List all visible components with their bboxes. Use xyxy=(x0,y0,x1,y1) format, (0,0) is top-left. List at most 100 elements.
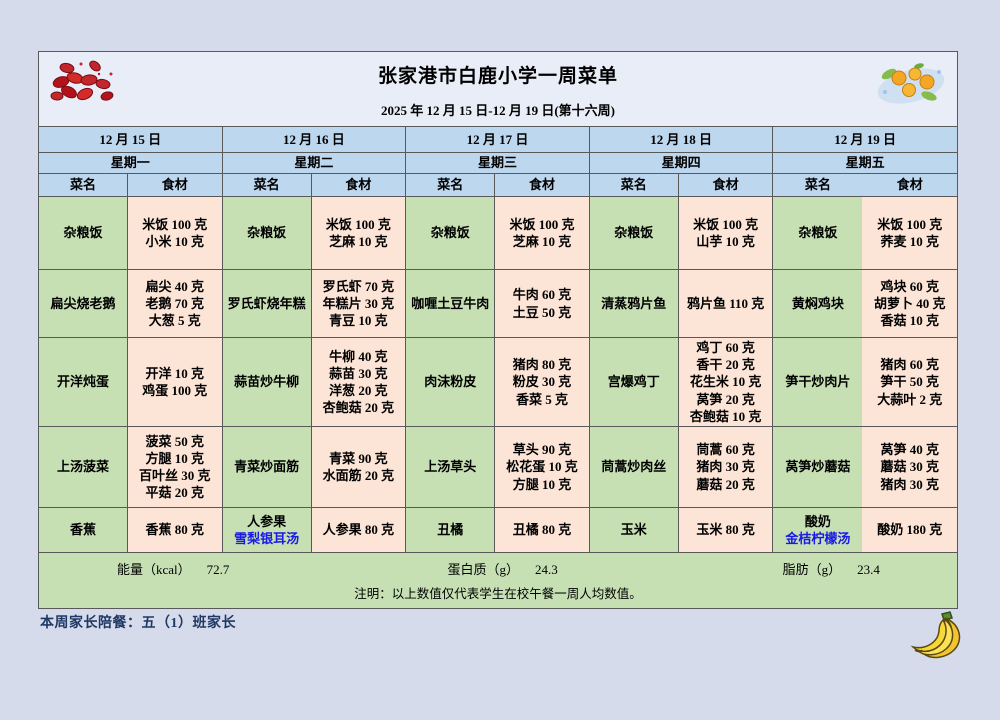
fat-value: 23.4 xyxy=(857,562,880,577)
ingredients-header-cell: 食材 xyxy=(495,173,590,196)
ingredients-cell: 鸡丁 60 克 香干 20 克 花生米 10 克 莴笋 20 克 杏鲍菇 10 … xyxy=(678,337,774,426)
date-cell: 12 月 15 日 xyxy=(39,126,223,152)
day-column-friday: 12 月 19 日 星期五 菜名 食材 杂粮饭 米饭 100 克 荞麦 10 克… xyxy=(773,126,957,552)
dish-cell: 罗氏虾烧年糕 xyxy=(222,269,312,337)
energy-stat: 能量（kcal） 72.7 xyxy=(117,559,229,578)
dish-cell: 杂粮饭 xyxy=(589,196,679,269)
dish-cell: 上汤菠菜 xyxy=(39,426,129,507)
dish-cell: 杂粮饭 xyxy=(222,196,312,269)
dish-cell: 莴笋炒蘑菇 xyxy=(773,426,863,507)
dish-header-cell: 菜名 xyxy=(773,173,863,196)
fat-label: 脂肪（g） xyxy=(782,562,842,577)
dish-cell: 香蕉 xyxy=(39,507,129,552)
date-cell: 12 月 19 日 xyxy=(773,126,957,152)
dish-header-cell: 菜名 xyxy=(406,173,496,196)
dish-extra-name: 雪梨银耳汤 xyxy=(234,531,300,546)
ingredients-cell: 香蕉 80 克 xyxy=(128,507,223,552)
ingredients-cell: 罗氏虾 70 克 年糕片 30 克 青豆 10 克 xyxy=(311,269,407,337)
protein-stat: 蛋白质（g） 24.3 xyxy=(448,559,558,578)
citrus-splash-image xyxy=(877,63,945,104)
dish-header-cell: 菜名 xyxy=(39,173,129,196)
ingredients-cell: 米饭 100 克 小米 10 克 xyxy=(128,196,223,269)
ingredients-header-cell: 食材 xyxy=(862,173,957,196)
dish-name: 酸奶 xyxy=(804,513,831,529)
dish-name: 茼蒿炒肉丝 xyxy=(601,459,667,475)
page-subtitle: 2025 年 12 月 15 日-12 月 19 日(第十六周) xyxy=(381,103,615,118)
dish-name: 开洋炖蛋 xyxy=(57,374,110,390)
ingredients-cell: 扁尖 40 克 老鹅 70 克 大葱 5 克 xyxy=(128,269,223,337)
dish-cell: 开洋炖蛋 xyxy=(39,337,129,426)
dish-cell: 青菜炒面筋 xyxy=(222,426,312,507)
protein-label: 蛋白质（g） xyxy=(447,562,520,577)
date-cell: 12 月 17 日 xyxy=(406,126,590,152)
dish-name: 上汤草头 xyxy=(424,459,477,475)
ingredients-cell: 米饭 100 克 芝麻 10 克 xyxy=(311,196,407,269)
weekday-cell: 星期五 xyxy=(773,152,957,173)
dish-cell: 咖喱土豆牛肉 xyxy=(406,269,496,337)
dish-name: 杂粮饭 xyxy=(430,225,470,241)
ingredients-header-cell: 食材 xyxy=(678,173,774,196)
ingredients-header-cell: 食材 xyxy=(128,173,223,196)
parent-dining-note: 本周家长陪餐：五（1）班家长 xyxy=(40,616,236,631)
dish-name: 莴笋炒蘑菇 xyxy=(785,459,851,475)
menu-table: 12 月 15 日 星期一 菜名 食材 杂粮饭 米饭 100 克 小米 10 克… xyxy=(39,126,957,552)
dish-cell: 玉米 xyxy=(589,507,679,552)
dish-cell: 笋干炒肉片 xyxy=(773,337,863,426)
dish-name: 玉米 xyxy=(620,522,647,538)
ingredients-cell: 莴笋 40 克 蘑菇 30 克 猪肉 30 克 xyxy=(862,426,957,507)
dish-name: 蒜苗炒牛柳 xyxy=(234,374,300,390)
ingredients-cell: 玉米 80 克 xyxy=(678,507,774,552)
day-column-tuesday: 12 月 16 日 星期二 菜名 食材 杂粮饭 米饭 100 克 芝麻 10 克… xyxy=(222,126,407,552)
dish-cell: 上汤草头 xyxy=(406,426,496,507)
day-column-monday: 12 月 15 日 星期一 菜名 食材 杂粮饭 米饭 100 克 小米 10 克… xyxy=(39,126,223,552)
ingredients-cell: 青菜 90 克 水面筋 20 克 xyxy=(311,426,407,507)
date-cell: 12 月 16 日 xyxy=(222,126,407,152)
ingredients-cell: 草头 90 克 松花蛋 10 克 方腿 10 克 xyxy=(495,426,590,507)
day-column-wednesday: 12 月 17 日 星期三 菜名 食材 杂粮饭 米饭 100 克 芝麻 10 克… xyxy=(406,126,590,552)
day-column-thursday: 12 月 18 日 星期四 菜名 食材 杂粮饭 米饭 100 克 山芋 10 克… xyxy=(589,126,774,552)
dish-cell: 酸奶 金桔柠檬汤 xyxy=(773,507,863,552)
dish-name: 罗氏虾烧年糕 xyxy=(227,295,306,311)
dish-name: 上汤菠菜 xyxy=(57,459,110,475)
dish-name: 人参果 xyxy=(247,513,287,529)
dish-cell: 清蒸鸦片鱼 xyxy=(589,269,679,337)
dish-header-cell: 菜名 xyxy=(589,173,679,196)
ingredients-cell: 鸦片鱼 110 克 xyxy=(678,269,774,337)
ingredients-cell: 酸奶 180 克 xyxy=(862,507,957,552)
dish-name: 肉沫粉皮 xyxy=(424,374,477,390)
red-beans-image xyxy=(50,60,114,101)
ingredients-cell: 猪肉 60 克 笋干 50 克 大蒜叶 2 克 xyxy=(862,337,957,426)
dish-cell: 杂粮饭 xyxy=(406,196,496,269)
dish-name: 杂粮饭 xyxy=(247,225,287,241)
ingredients-cell: 米饭 100 克 荞麦 10 克 xyxy=(862,196,957,269)
dish-name: 宫爆鸡丁 xyxy=(607,374,660,390)
ingredients-cell: 牛肉 60 克 土豆 50 克 xyxy=(495,269,590,337)
dish-cell: 宫爆鸡丁 xyxy=(589,337,679,426)
dish-name: 杂粮饭 xyxy=(798,225,838,241)
ingredients-cell: 牛柳 40 克 蒜苗 30 克 洋葱 20 克 杏鲍菇 20 克 xyxy=(311,337,407,426)
dish-cell: 人参果 雪梨银耳汤 xyxy=(222,507,312,552)
weekday-cell: 星期四 xyxy=(589,152,774,173)
dish-name: 咖喱土豆牛肉 xyxy=(411,295,490,311)
ingredients-cell: 米饭 100 克 芝麻 10 克 xyxy=(495,196,590,269)
dish-name: 扁尖烧老鹅 xyxy=(50,295,116,311)
dish-cell: 黄焖鸡块 xyxy=(773,269,863,337)
dish-name: 青菜炒面筋 xyxy=(234,459,300,475)
note-text: 注明：以上数值仅代表学生在校午餐一周人均数值。 xyxy=(354,587,642,601)
ingredients-cell: 猪肉 80 克 粉皮 30 克 香菜 5 克 xyxy=(495,337,590,426)
dish-cell: 扁尖烧老鹅 xyxy=(39,269,129,337)
energy-label: 能量（kcal） xyxy=(117,562,191,577)
dish-name: 丑橘 xyxy=(437,522,464,538)
ingredients-cell: 人参果 80 克 xyxy=(311,507,407,552)
title-band: 张家港市白鹿小学一周菜单 2025 年 12 月 15 日-12 月 19 日(… xyxy=(39,52,957,126)
dish-name: 杂粮饭 xyxy=(614,225,654,241)
weekday-cell: 星期三 xyxy=(406,152,590,173)
dish-cell: 茼蒿炒肉丝 xyxy=(589,426,679,507)
ingredients-cell: 米饭 100 克 山芋 10 克 xyxy=(678,196,774,269)
dish-extra-name: 金桔柠檬汤 xyxy=(785,531,851,546)
bananas-image xyxy=(910,611,961,659)
menu-sheet: 张家港市白鹿小学一周菜单 2025 年 12 月 15 日-12 月 19 日(… xyxy=(38,51,958,609)
energy-value: 72.7 xyxy=(206,562,230,577)
nutrition-stats-band: 能量（kcal） 72.7 蛋白质（g） 24.3 脂肪（g） 23.4 注明：以上数… xyxy=(39,552,957,608)
